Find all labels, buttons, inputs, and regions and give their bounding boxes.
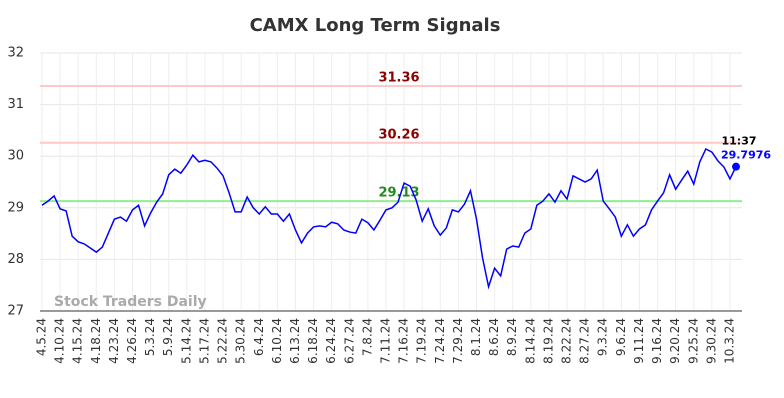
x-tick-label: 4.10.24 bbox=[53, 318, 67, 364]
x-tick-label: 9.20.24 bbox=[668, 318, 682, 364]
y-tick-label: 30 bbox=[7, 149, 24, 164]
x-tick-label: 4.26.24 bbox=[125, 318, 139, 364]
last-value: 29.7976 bbox=[721, 149, 771, 162]
y-tick-label: 29 bbox=[7, 200, 24, 215]
x-tick-label: 8.14.24 bbox=[523, 318, 537, 364]
x-tick-label: 6.10.24 bbox=[270, 318, 284, 364]
y-tick-label: 27 bbox=[7, 304, 24, 319]
x-tick-label: 7.11.24 bbox=[378, 318, 392, 364]
x-tick-label: 5.30.24 bbox=[234, 318, 248, 364]
x-tick-label: 5.17.24 bbox=[197, 318, 211, 364]
x-tick-label: 7.19.24 bbox=[415, 318, 429, 364]
x-tick-label: 9.30.24 bbox=[704, 318, 718, 364]
x-tick-label: 5.14.24 bbox=[179, 318, 193, 364]
watermark: Stock Traders Daily bbox=[54, 294, 207, 310]
x-tick-label: 7.16.24 bbox=[397, 318, 411, 364]
x-tick-label: 7.29.24 bbox=[451, 318, 465, 364]
last-time: 11:37 bbox=[721, 135, 756, 148]
x-tick-label: 9.11.24 bbox=[632, 318, 646, 364]
x-tick-label: 7.24.24 bbox=[433, 318, 447, 364]
x-tick-label: 6.27.24 bbox=[342, 318, 356, 364]
x-tick-label: 8.22.24 bbox=[560, 318, 574, 364]
x-tick-label: 6.4.24 bbox=[252, 318, 266, 356]
signal-label: 29.13 bbox=[378, 186, 419, 201]
x-tick-label: 5.9.24 bbox=[161, 318, 175, 356]
y-tick-label: 31 bbox=[7, 97, 24, 112]
x-tick-label: 9.6.24 bbox=[614, 318, 628, 356]
x-tick-label: 5.3.24 bbox=[143, 318, 157, 356]
x-tick-label: 4.23.24 bbox=[107, 318, 121, 364]
x-tick-label: 6.24.24 bbox=[324, 318, 338, 364]
signal-label: 31.36 bbox=[378, 71, 419, 86]
x-tick-label: 6.18.24 bbox=[306, 318, 320, 364]
x-tick-label: 9.25.24 bbox=[686, 318, 700, 364]
x-tick-label: 7.8.24 bbox=[360, 318, 374, 356]
x-tick-label: 4.15.24 bbox=[71, 318, 85, 364]
x-tick-label: 10.3.24 bbox=[722, 318, 736, 364]
price-line bbox=[41, 147, 737, 290]
x-tick-label: 8.19.24 bbox=[541, 318, 555, 364]
y-tick-label: 28 bbox=[7, 252, 24, 267]
x-tick-label: 4.5.24 bbox=[35, 318, 49, 356]
last-point bbox=[732, 162, 740, 171]
x-tick-label: 8.6.24 bbox=[487, 318, 501, 356]
x-tick-label: 8.27.24 bbox=[578, 318, 592, 364]
x-tick-label: 9.3.24 bbox=[596, 318, 610, 356]
x-tick-label: 5.22.24 bbox=[216, 318, 230, 364]
x-tick-label: 8.9.24 bbox=[505, 318, 519, 356]
chart-title: CAMX Long Term Signals bbox=[250, 15, 501, 36]
x-tick-label: 6.13.24 bbox=[288, 318, 302, 364]
x-tick-label: 8.1.24 bbox=[469, 318, 483, 356]
x-tick-label: 4.18.24 bbox=[89, 318, 103, 364]
x-tick-label: 9.16.24 bbox=[650, 318, 664, 364]
y-tick-label: 32 bbox=[7, 46, 24, 61]
signal-label: 30.26 bbox=[378, 127, 419, 142]
